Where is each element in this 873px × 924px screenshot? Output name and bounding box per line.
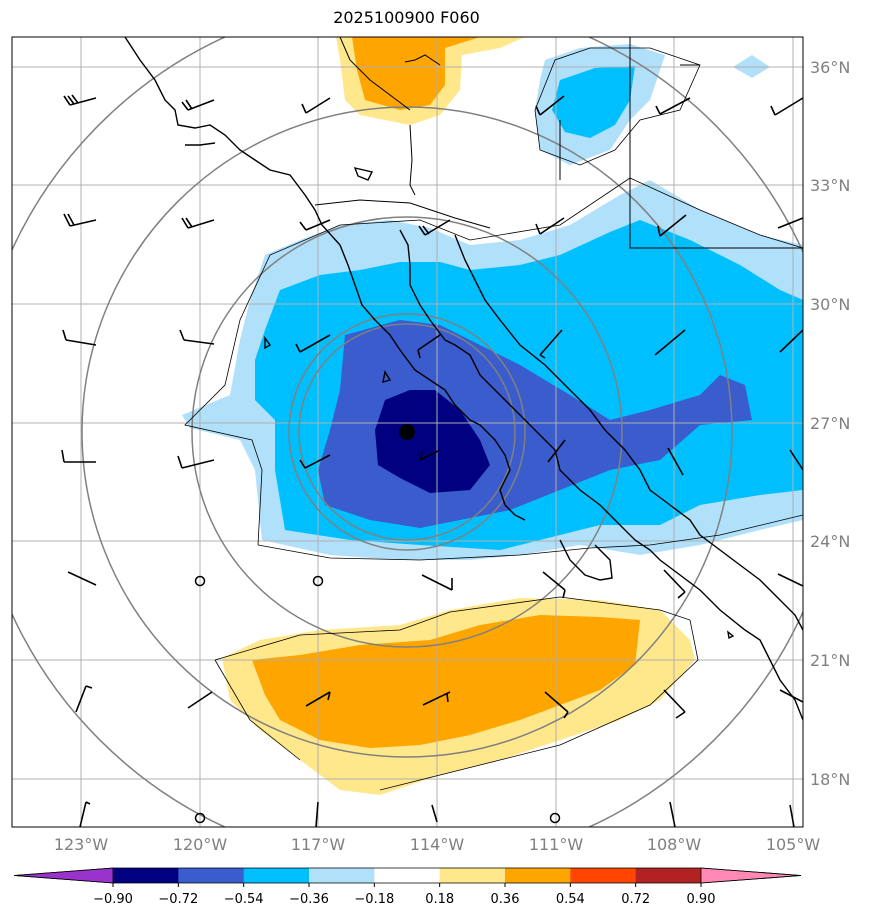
colorbar-segment [243,868,310,883]
colorbar-tick-label: 0.72 [621,892,650,907]
lat-label: 21°N [810,651,850,670]
map-frame [11,36,804,828]
colorbar-tick-label: −0.54 [224,892,264,907]
anomaly-deep-blue [375,390,490,493]
lon-label: 117°W [291,835,346,854]
colorbar-tick-label: −0.90 [93,892,133,907]
calm-wind-markers [194,575,561,824]
lon-label: 114°W [410,835,465,854]
lon-label: 123°W [54,835,109,854]
lon-label: 111°W [529,835,584,854]
longitude-labels: 123°W 120°W 117°W 114°W 111°W 108°W 105°… [54,835,821,854]
anomaly-orange-north [352,37,480,110]
colorbar-segment [635,868,702,883]
lat-label: 24°N [810,532,850,551]
lon-label: 120°W [173,835,228,854]
lon-label: 105°W [766,835,821,854]
anomaly-sky-blue-north [552,66,635,138]
colorbar-segment [570,868,637,883]
graticule [12,37,803,827]
lat-label: 33°N [810,176,850,195]
borders [314,37,803,249]
latitude-labels: 36°N 33°N 30°N 27°N 24°N 21°N 18°N [810,58,850,789]
colorbar-segment [178,868,245,883]
contour-lines [184,47,803,791]
wind-barbs [61,94,803,827]
range-rings [12,37,803,827]
lat-label: 36°N [810,58,850,77]
lat-label: 18°N [810,770,850,789]
colorbar-segment [439,868,506,883]
map-title: 2025100900 F060 [333,8,480,27]
colorbar-tick-label: 0.18 [425,892,454,907]
colorbar-segment [505,868,571,883]
storm-center-marker [399,424,415,440]
anomaly-orange-south [252,615,640,748]
colorbar-segment [374,868,441,883]
colorbar-segment [113,868,179,883]
colorbar-extend-high [700,867,802,884]
colorbar-tick-label: −0.72 [158,892,198,907]
lat-label: 27°N [810,414,850,433]
colorbar-segment [309,868,375,883]
colorbar-tick-label: 0.54 [556,892,585,907]
map-area [12,37,803,827]
colorbar-extend-low [13,867,114,884]
lon-label: 108°W [647,835,702,854]
colorbar-tick-label: 0.36 [491,892,520,907]
coastlines [124,37,803,721]
colorbar: −0.90 −0.72 −0.54 −0.36 −0.18 0.18 0.36 0.54 0.7… [13,867,802,907]
colorbar-tick-label: −0.36 [289,892,329,907]
lat-label: 30°N [810,295,850,314]
colorbar-tick-label: −0.18 [354,892,394,907]
colorbar-tick-label: 0.90 [687,892,716,907]
